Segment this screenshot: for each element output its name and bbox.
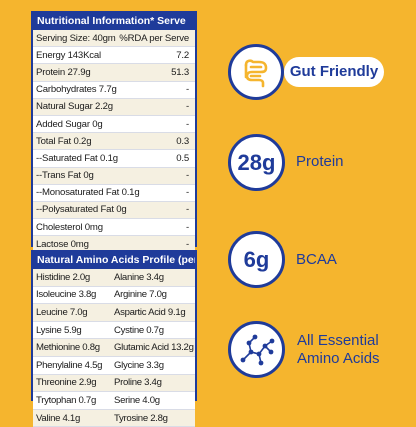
nutrition-row: Added Sugar 0g -: [33, 115, 195, 134]
nutrition-row-value: 0.3: [176, 135, 189, 147]
amino-right-cell: Arginine 7.0g: [114, 289, 167, 301]
nutrition-row-value: -: [186, 204, 189, 216]
intestine-icon: [244, 59, 268, 88]
amino-left-cell: Threonine 2.9g: [36, 377, 97, 389]
protein-badge-circle: 28g: [228, 134, 285, 191]
amino-left-cell: Phenylaline 4.5g: [36, 359, 103, 371]
nutrition-row-value: -: [186, 101, 189, 113]
bcaa-badge-circle: 6g: [228, 231, 285, 288]
amino-row: Threonine 2.9g Proline 3.4g: [33, 374, 195, 393]
nutrition-row-label: Natural Sugar 2.2g: [36, 101, 113, 113]
amino-left-cell: Methionine 0.8g: [36, 342, 100, 354]
nutrition-row-label: Total Fat 0.2g: [36, 135, 92, 147]
nutrition-row: Natural Sugar 2.2g -: [33, 98, 195, 116]
amino-right-cell: Serine 4.0g: [114, 394, 160, 406]
amino-badge-label: All Essential Amino Acids: [297, 332, 380, 368]
protein-label: Protein: [296, 153, 344, 170]
nutrition-row-label: Lactose 0mg: [36, 238, 89, 250]
nutrition-row-label: Serving Size: 40gm: [36, 32, 116, 44]
amino-left-cell: Lysine 5.9g: [36, 324, 82, 336]
protein-value: 28g: [237, 149, 276, 175]
nutrition-row: Protein 27.9g 51.3: [33, 64, 195, 82]
nutrition-row-label: Carbohydrates 7.7g: [36, 84, 117, 96]
amino-row: Histidine 2.0g Alanine 3.4g: [33, 269, 195, 287]
amino-row: Valine 4.1g Tyrosine 2.8g: [33, 409, 195, 427]
nutrition-row-value: -: [186, 84, 189, 96]
amino-left-cell: Isoleucine 3.8g: [36, 289, 97, 301]
amino-badge-label-line2: Amino Acids: [297, 350, 380, 367]
nutrition-row: Carbohydrates 7.7g -: [33, 81, 195, 99]
gut-badge-circle: [228, 44, 284, 100]
nutrition-row-label: --Trans Fat 0g: [36, 170, 94, 182]
amino-table: Natural Amino Acids Profile (per 100g) H…: [31, 250, 197, 427]
nutrition-row: --Polysaturated Fat 0g -: [33, 201, 195, 220]
nutrition-row: Cholesterol 0mg -: [33, 219, 195, 237]
nutrition-row-label: Cholesterol 0mg: [36, 221, 103, 233]
nutrition-row-label: Protein 27.9g: [36, 66, 91, 78]
nutrition-row-value: 7.2: [176, 49, 189, 61]
amino-right-cell: Glycine 3.3g: [114, 359, 164, 371]
amino-right-cell: Aspartic Acid 9.1g: [114, 306, 186, 318]
amino-row: Isoleucine 3.8g Arginine 7.0g: [33, 286, 195, 305]
nutrition-row-value: %RDA per Serve: [119, 32, 189, 44]
amino-row: Lysine 5.9g Cystine 0.7g: [33, 321, 195, 340]
amino-rows: Histidine 2.0g Alanine 3.4g Isoleucine 3.8…: [33, 269, 195, 427]
amino-left-cell: Valine 4.1g: [36, 412, 80, 424]
amino-row: Leucine 7.0g Aspartic Acid 9.1g: [33, 304, 195, 322]
amino-row: Phenylaline 4.5g Glycine 3.3g: [33, 356, 195, 375]
amino-left-cell: Leucine 7.0g: [36, 306, 88, 318]
amino-row: Trytophan 0.7g Serine 4.0g: [33, 392, 195, 410]
amino-right-cell: Proline 3.4g: [114, 377, 162, 389]
nutrition-title: Nutritional Information* Serve: [33, 13, 195, 30]
nutrition-row-value: 0.5: [176, 152, 189, 164]
nutrition-row: --Monosaturated Fat 0.1g -: [33, 184, 195, 202]
amino-right-cell: Alanine 3.4g: [114, 271, 164, 283]
amino-left-cell: Histidine 2.0g: [36, 271, 90, 283]
bcaa-label: BCAA: [296, 251, 337, 268]
amino-badge-label-line1: All Essential: [297, 332, 379, 349]
amino-left-cell: Trytophan 0.7g: [36, 394, 96, 406]
nutrition-row-label: Added Sugar 0g: [36, 118, 103, 130]
amino-right-cell: Glutamic Acid 13.2g: [114, 342, 194, 354]
nutrition-row-label: --Monosaturated Fat 0.1g: [36, 187, 140, 199]
amino-title: Natural Amino Acids Profile (per 100g): [33, 252, 195, 269]
nutrition-row-value: -: [186, 118, 189, 130]
nutrition-row-label: Energy 143Kcal: [36, 49, 101, 61]
nutrition-row-value: -: [186, 221, 189, 233]
nutrition-row: Energy 143Kcal 7.2: [33, 47, 195, 65]
nutrition-row: --Saturated Fat 0.1g 0.5: [33, 150, 195, 168]
nutrition-row-value: 51.3: [171, 66, 189, 78]
nutrition-rows: Serving Size: 40gm %RDA per Serve Energy 1…: [33, 30, 195, 271]
gut-friendly-label: Gut Friendly: [284, 57, 384, 87]
molecule-icon: [240, 334, 274, 365]
nutrition-row-label: --Saturated Fat 0.1g: [36, 152, 118, 164]
amino-right-cell: Cystine 0.7g: [114, 324, 164, 336]
amino-badge-circle: [228, 321, 285, 378]
nutrition-row-value: -: [186, 238, 189, 250]
nutrition-table: Nutritional Information* Serve Serving S…: [31, 11, 197, 271]
nutrition-row-value: -: [186, 170, 189, 182]
nutrition-row: --Trans Fat 0g -: [33, 167, 195, 185]
bcaa-value: 6g: [243, 246, 270, 272]
nutrition-row: Serving Size: 40gm %RDA per Serve: [33, 30, 195, 48]
amino-row: Methionine 0.8g Glutamic Acid 13.2g: [33, 339, 195, 357]
nutrition-row: Total Fat 0.2g 0.3: [33, 133, 195, 151]
nutrition-row-value: -: [186, 187, 189, 199]
nutrition-row-label: --Polysaturated Fat 0g: [36, 204, 127, 216]
amino-right-cell: Tyrosine 2.8g: [114, 412, 168, 424]
